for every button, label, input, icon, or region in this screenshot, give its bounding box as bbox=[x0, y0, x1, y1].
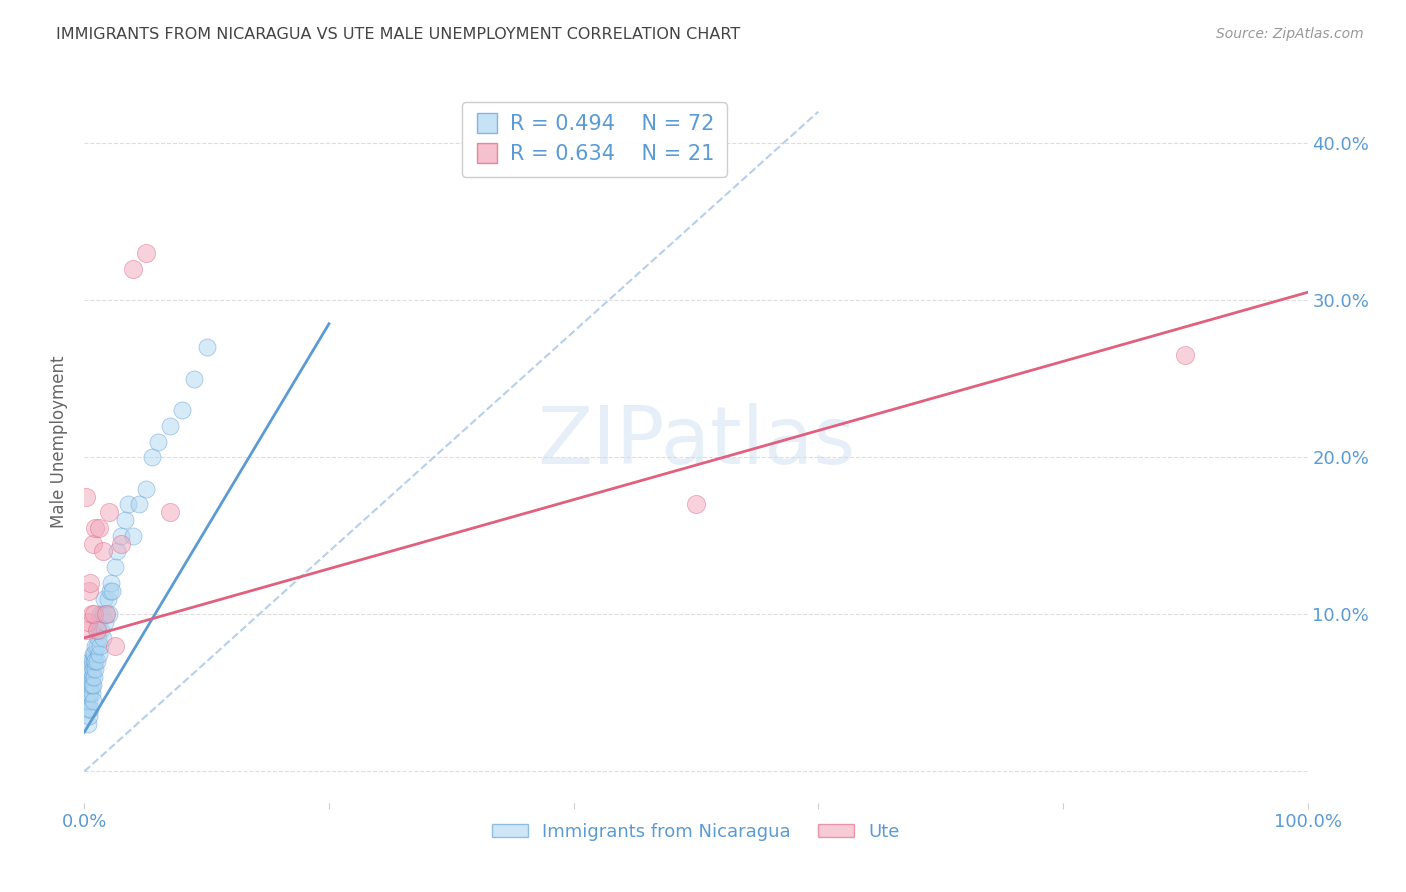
Point bbox=[83, 607, 105, 622]
Point bbox=[86, 639, 108, 653]
Y-axis label: Male Unemployment: Male Unemployment bbox=[51, 355, 69, 528]
Point bbox=[77, 615, 100, 630]
Point bbox=[104, 639, 127, 653]
Point bbox=[135, 482, 157, 496]
Point bbox=[80, 686, 103, 700]
Point bbox=[122, 529, 145, 543]
Point bbox=[77, 678, 100, 692]
Point bbox=[76, 678, 98, 692]
Point bbox=[75, 490, 97, 504]
Point bbox=[77, 701, 100, 715]
Point bbox=[77, 686, 100, 700]
Text: Source: ZipAtlas.com: Source: ZipAtlas.com bbox=[1216, 27, 1364, 41]
Point bbox=[1174, 348, 1197, 362]
Point bbox=[84, 655, 107, 669]
Point bbox=[89, 639, 111, 653]
Text: IMMIGRANTS FROM NICARAGUA VS UTE MALE UNEMPLOYMENT CORRELATION CHART: IMMIGRANTS FROM NICARAGUA VS UTE MALE UN… bbox=[56, 27, 741, 42]
Point bbox=[87, 521, 110, 535]
Point bbox=[83, 647, 105, 661]
Point bbox=[76, 694, 98, 708]
Legend: Immigrants from Nicaragua, Ute: Immigrants from Nicaragua, Ute bbox=[485, 815, 907, 848]
Point bbox=[87, 615, 110, 630]
Point bbox=[77, 686, 100, 700]
Point bbox=[84, 639, 107, 653]
Point bbox=[100, 575, 122, 590]
Point bbox=[75, 670, 97, 684]
Point bbox=[97, 607, 120, 622]
Point bbox=[146, 434, 169, 449]
Point bbox=[84, 662, 107, 676]
Point bbox=[98, 583, 121, 598]
Point bbox=[82, 647, 104, 661]
Point bbox=[77, 662, 100, 676]
Point bbox=[80, 607, 103, 622]
Point bbox=[77, 709, 100, 723]
Point bbox=[82, 678, 104, 692]
Point bbox=[110, 529, 132, 543]
Text: ZIPatlas: ZIPatlas bbox=[537, 402, 855, 481]
Point bbox=[141, 450, 163, 465]
Point bbox=[97, 505, 120, 519]
Point bbox=[96, 607, 118, 622]
Point bbox=[77, 583, 100, 598]
Point bbox=[76, 686, 98, 700]
Point bbox=[122, 261, 145, 276]
Point bbox=[114, 513, 136, 527]
Point bbox=[80, 655, 103, 669]
Point bbox=[97, 591, 120, 606]
Point bbox=[159, 418, 181, 433]
Point bbox=[101, 583, 124, 598]
Point bbox=[90, 623, 112, 637]
Point bbox=[135, 246, 157, 260]
Point bbox=[96, 607, 118, 622]
Point bbox=[76, 623, 98, 637]
Point bbox=[87, 647, 110, 661]
Point bbox=[172, 403, 194, 417]
Point bbox=[82, 694, 104, 708]
Point bbox=[87, 631, 110, 645]
Point bbox=[86, 655, 108, 669]
Point bbox=[86, 623, 108, 637]
Point bbox=[77, 717, 100, 731]
Point bbox=[75, 686, 97, 700]
Point bbox=[104, 560, 127, 574]
Point bbox=[79, 678, 101, 692]
Point bbox=[128, 497, 150, 511]
Point bbox=[86, 623, 108, 637]
Point bbox=[77, 678, 100, 692]
Point bbox=[76, 701, 98, 715]
Point bbox=[84, 521, 107, 535]
Point bbox=[685, 497, 707, 511]
Point bbox=[79, 686, 101, 700]
Point bbox=[77, 662, 100, 676]
Point bbox=[159, 505, 181, 519]
Point bbox=[183, 372, 205, 386]
Point bbox=[79, 701, 101, 715]
Point bbox=[76, 670, 98, 684]
Point bbox=[94, 615, 117, 630]
Point bbox=[77, 694, 100, 708]
Point bbox=[91, 544, 114, 558]
Point bbox=[93, 591, 115, 606]
Point bbox=[79, 655, 101, 669]
Point bbox=[82, 662, 104, 676]
Point bbox=[80, 670, 103, 684]
Point bbox=[105, 544, 128, 558]
Point bbox=[80, 678, 103, 692]
Point bbox=[91, 631, 114, 645]
Point bbox=[87, 623, 110, 637]
Point bbox=[75, 662, 97, 676]
Point bbox=[75, 678, 97, 692]
Point bbox=[83, 655, 105, 669]
Point bbox=[77, 670, 100, 684]
Point bbox=[110, 536, 132, 550]
Point bbox=[89, 607, 111, 622]
Point bbox=[83, 670, 105, 684]
Point bbox=[117, 497, 139, 511]
Point bbox=[91, 607, 114, 622]
Point bbox=[82, 536, 104, 550]
Point bbox=[195, 340, 218, 354]
Point bbox=[79, 575, 101, 590]
